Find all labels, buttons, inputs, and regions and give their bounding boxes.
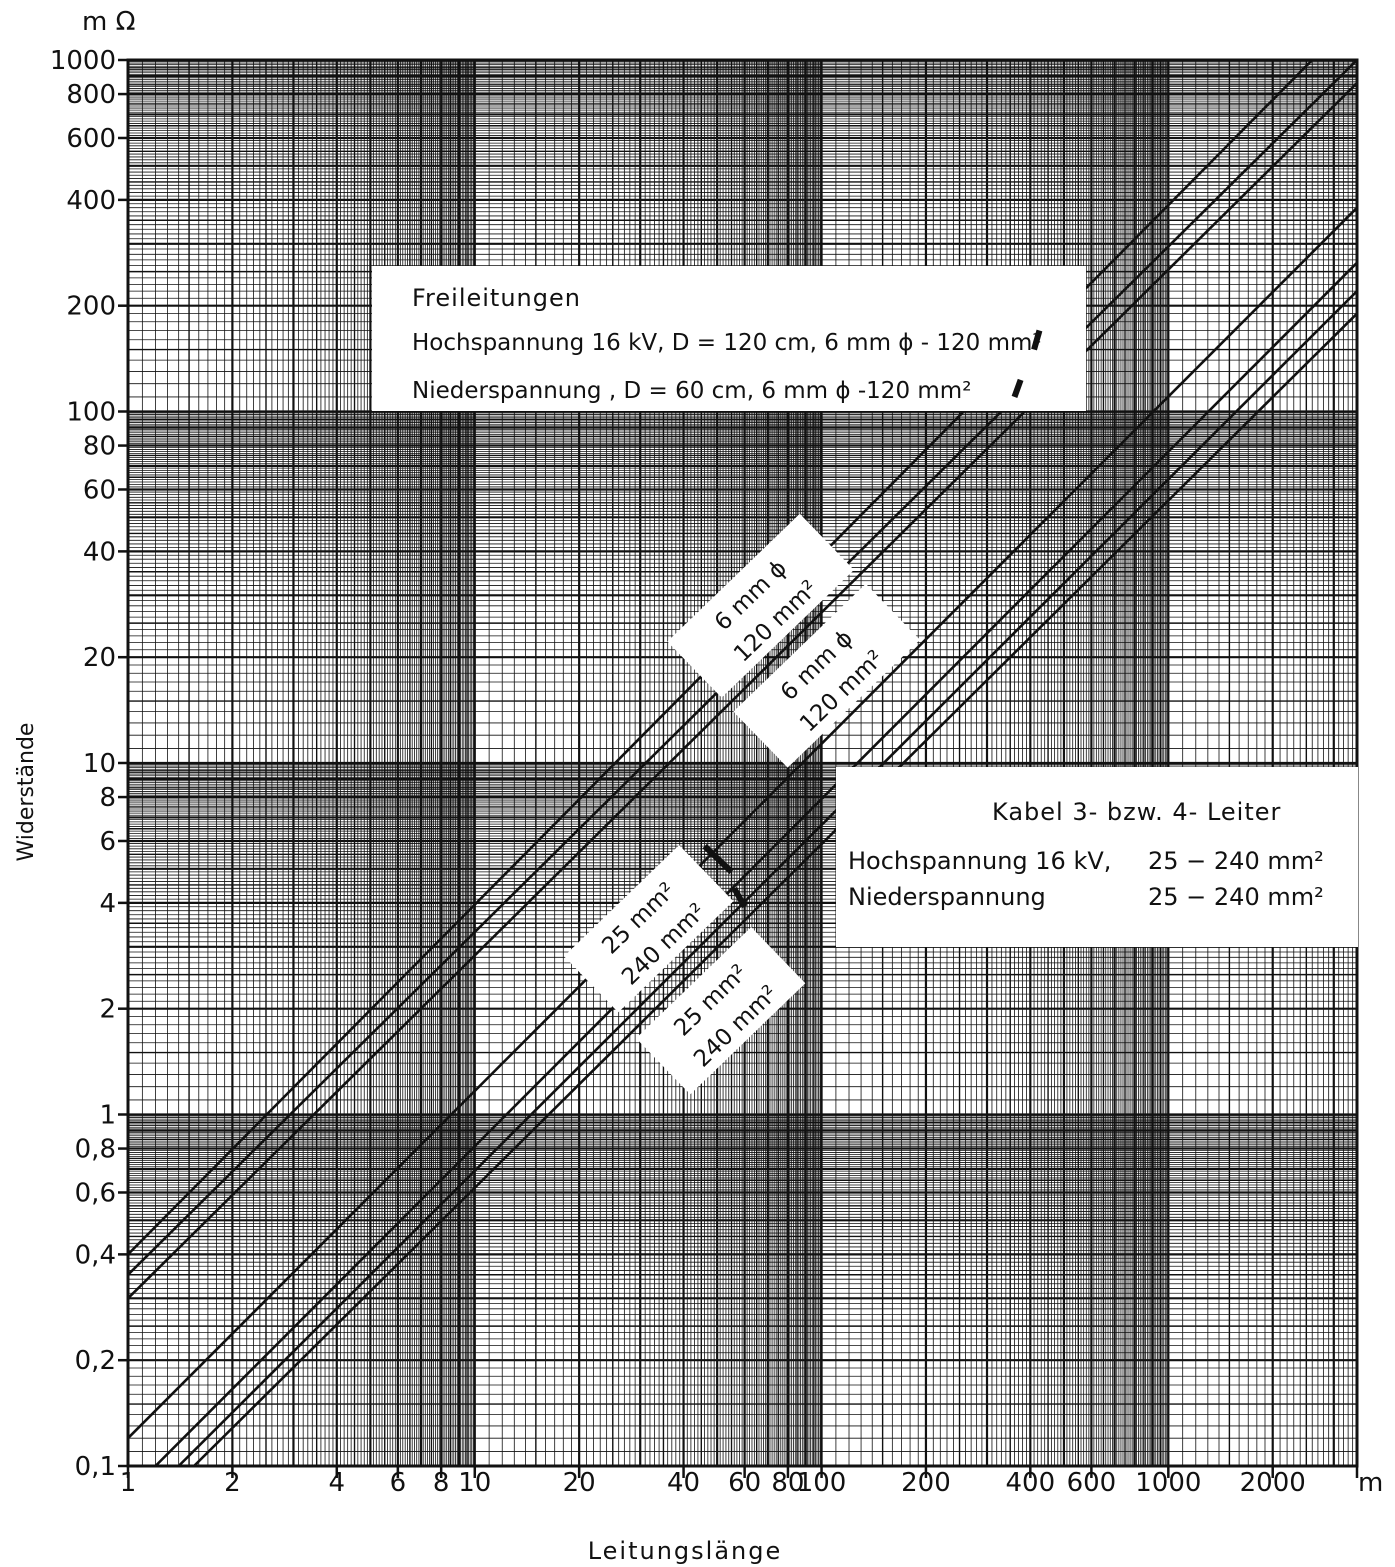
x-tick-label: 100: [797, 1468, 847, 1498]
range-marker-1: [1031, 329, 1043, 351]
y-tick-label: 0,2: [75, 1346, 116, 1376]
x-tick-label: 20: [563, 1468, 596, 1498]
kabel-row1-value: 25 − 240 mm²: [1148, 847, 1324, 875]
freileitungen-line1: Hochspannung 16 kV, D = 120 cm, 6 mm ϕ -…: [412, 330, 1042, 356]
x-tick-label: 2: [224, 1468, 241, 1498]
kabel-row1-label: Hochspannung 16 kV,: [848, 847, 1111, 875]
y-tick-label: 20: [83, 643, 116, 673]
series-line-3: [127, 82, 1358, 1300]
y-tick-label: 0,8: [75, 1135, 116, 1165]
freileitungen-box: [372, 266, 1086, 411]
y-tick-label: 0,4: [75, 1240, 116, 1270]
x-tick-label: 40: [667, 1468, 700, 1498]
y-tick-label: 10: [83, 749, 116, 779]
y-tick-label: 60: [83, 475, 116, 505]
range-marker-3: [702, 843, 734, 875]
series-line-5: [154, 261, 1358, 1467]
x-tick-label: 600: [1067, 1468, 1117, 1498]
y-unit-label: m Ω: [82, 7, 135, 37]
x-tick-label: 4: [329, 1468, 346, 1498]
y-tick-label: 2: [99, 995, 116, 1025]
y-tick-label: 8: [99, 783, 116, 813]
y-tick-label: 600: [66, 124, 116, 154]
series-line-6: [177, 290, 1358, 1467]
major-grid: [126, 60, 1357, 1468]
kabel-box: [836, 767, 1358, 947]
range-markers: [702, 329, 1043, 909]
x-tick-label: 400: [1006, 1468, 1056, 1498]
series-line-4: [127, 206, 1358, 1440]
series-line-7: [193, 312, 1358, 1467]
x-tick-label: 10: [458, 1468, 491, 1498]
tick-marks: [118, 58, 1359, 1478]
freileitungen-annotation: Freileitungen Hochspannung 16 kV, D = 12…: [372, 266, 1086, 411]
y-axis-title: Widerstände: [14, 723, 39, 862]
y-tick-label: 200: [66, 292, 116, 322]
y-tick-label: 0,6: [75, 1178, 116, 1208]
y-tick-label: 40: [83, 537, 116, 567]
x-tick-label: 200: [901, 1468, 951, 1498]
y-tick-label: 100: [66, 398, 116, 428]
x-tick-label: 1000: [1135, 1468, 1201, 1498]
x-tick-label: 8: [433, 1468, 450, 1498]
y-tick-label: 0,1: [75, 1452, 116, 1482]
y-tick-label: 1: [99, 1101, 116, 1131]
kabel-row2-label: Niederspannung: [848, 883, 1046, 911]
y-tick-label: 800: [66, 80, 116, 110]
freileitungen-title: Freileitungen: [412, 284, 581, 312]
x-tick-label: 80: [771, 1468, 804, 1498]
x-tick-label: 60: [728, 1468, 761, 1498]
x-tick-label: 6: [390, 1468, 407, 1498]
y-tick-label: 4: [99, 889, 116, 919]
y-tick-labels: 1000 800 600 400 200 100 80 60 40 20 10 8 6 4 2 1 0,8 0,6…: [50, 46, 116, 1482]
y-tick-label: 6: [99, 827, 116, 857]
freileitungen-line2: Niederspannung , D = 60 cm, 6 mm ϕ -120 …: [412, 378, 971, 404]
x-unit-label: m: [1358, 1468, 1383, 1498]
x-tick-label: 1: [120, 1468, 137, 1498]
series-lines: [127, 59, 1358, 1467]
range-marker-4: [731, 886, 748, 909]
kabel-title: Kabel 3- bzw. 4- Leiter: [992, 798, 1281, 826]
kabel-row2-value: 25 − 240 mm²: [1148, 883, 1324, 911]
y-tick-label: 400: [66, 186, 116, 216]
range-marker-2: [1011, 378, 1024, 398]
kabel-annotation: Kabel 3- bzw. 4- Leiter Hochspannung 16 …: [836, 767, 1358, 947]
x-axis-title: Leitungslänge: [588, 1537, 783, 1565]
y-tick-label: 1000: [50, 46, 116, 76]
x-tick-label: 2000: [1240, 1468, 1306, 1498]
y-tick-label: 80: [83, 432, 116, 462]
